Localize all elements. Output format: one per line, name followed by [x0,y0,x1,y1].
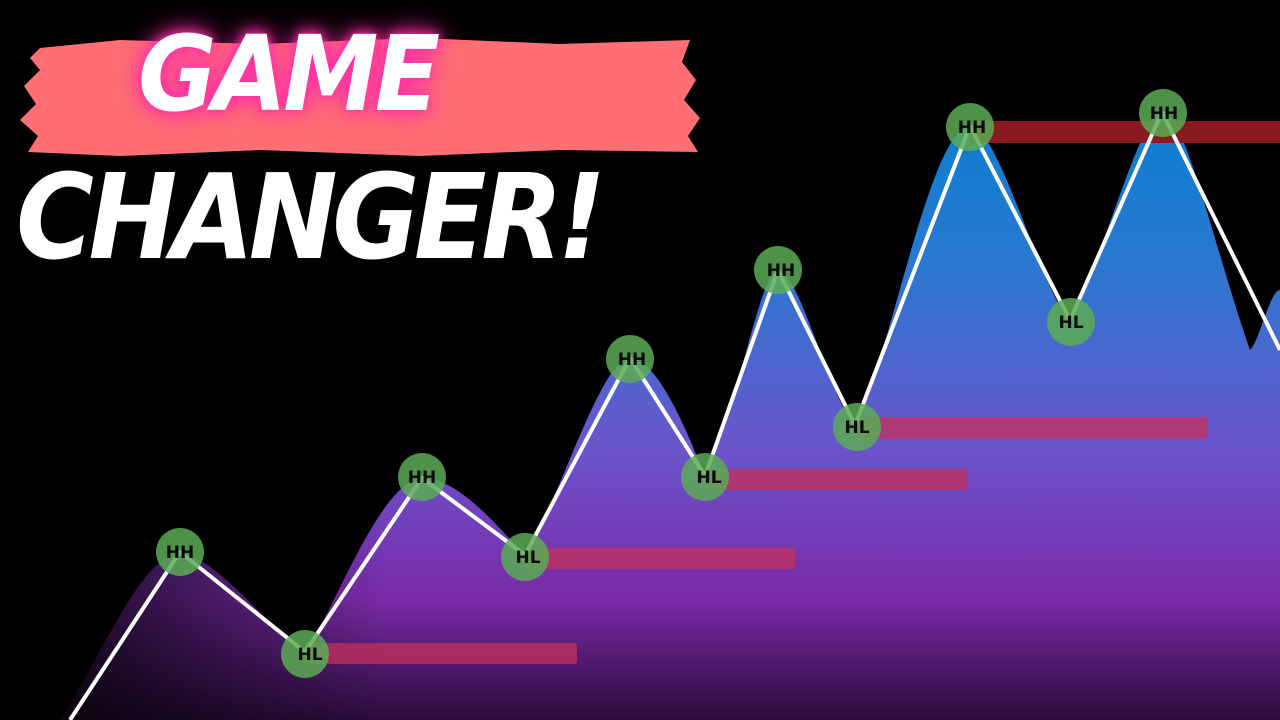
marker-hl-2: HL [501,533,549,581]
resistance-line [970,121,1280,143]
svg-text:HL: HL [515,548,540,568]
svg-text:HH: HH [958,118,986,138]
svg-text:HL: HL [1058,313,1083,333]
svg-text:HL: HL [844,418,869,438]
hl-level-line-4 [855,417,1208,439]
marker-hh-5: HH [946,103,994,151]
marker-hh-2: HH [398,453,446,501]
svg-text:HH: HH [767,261,795,281]
marker-hh-3: HH [606,335,654,383]
marker-hl-4: HL [833,403,881,451]
hl-level-line-2 [525,548,795,569]
marker-hh-4: HH [754,246,802,294]
marker-hl-3: HL [681,453,729,501]
brush-stroke-highlight [20,38,700,156]
svg-text:HH: HH [166,543,194,563]
svg-text:HH: HH [1150,104,1178,124]
svg-text:HL: HL [696,468,721,488]
hl-level-line-1 [305,643,577,664]
hl-level-line-3 [705,469,968,490]
headline-line-2: CHANGER! [16,148,606,286]
marker-hh-6: HH [1139,89,1187,137]
marker-hl-5: HL [1047,298,1095,346]
headline-line-1: GAME [138,13,440,135]
marker-hh-1: HH [156,528,204,576]
svg-text:HH: HH [408,468,436,488]
svg-text:HL: HL [297,645,322,665]
svg-text:HH: HH [618,350,646,370]
marker-hl-1: HL [281,630,329,678]
